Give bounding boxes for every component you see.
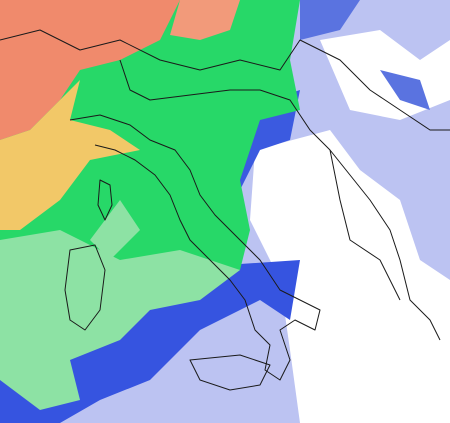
blue-field (380, 70, 430, 110)
white-field (250, 130, 450, 423)
border-line (119, 59, 260, 101)
border-line (0, 29, 450, 131)
light-green-field (0, 230, 240, 410)
yellow-field (0, 80, 140, 230)
blue-field (300, 0, 360, 40)
border-line (329, 149, 401, 301)
red-field (170, 0, 240, 40)
light-green-field (90, 200, 140, 260)
coastline (69, 114, 321, 381)
coastline (259, 89, 441, 341)
coastline (189, 354, 271, 391)
red-field (0, 0, 180, 140)
coastline (97, 179, 113, 221)
coastline (64, 244, 106, 331)
